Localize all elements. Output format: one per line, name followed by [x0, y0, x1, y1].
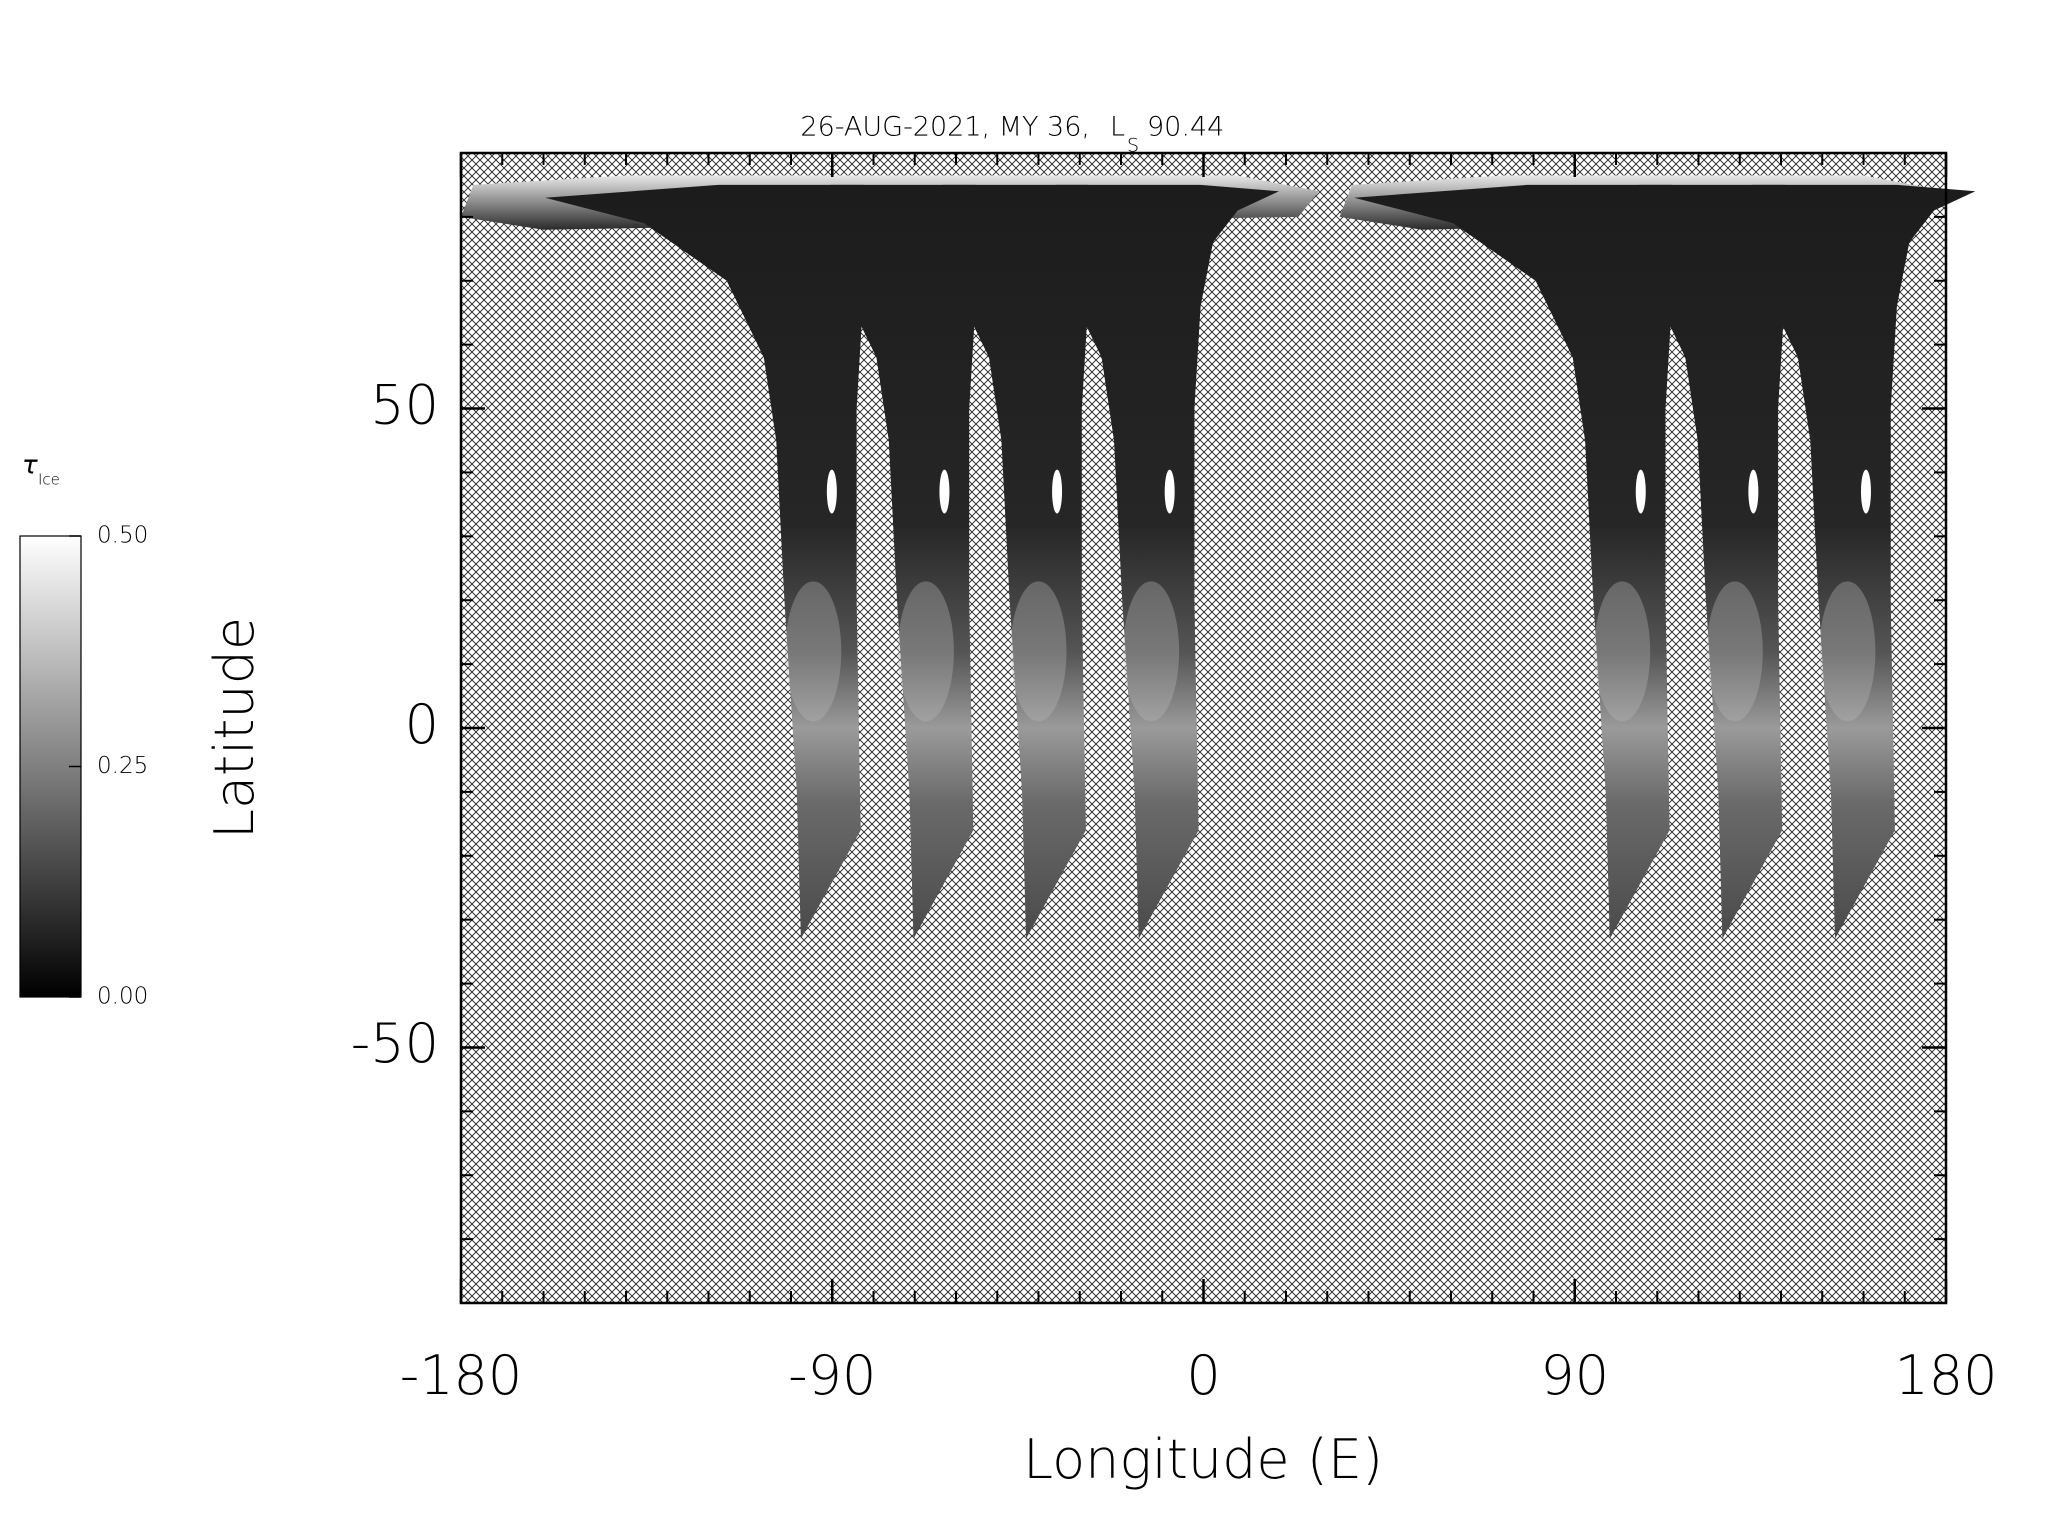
- swath-gap: [826, 469, 837, 514]
- swath: [770, 184, 1167, 939]
- cloud-patch: [1594, 581, 1651, 722]
- colorbar-tick-label: 0.50: [97, 523, 148, 549]
- cloud-patch: [1123, 581, 1180, 722]
- x-tick-label: 90: [1540, 1344, 1609, 1407]
- swath-gap: [939, 469, 950, 514]
- chart-title: 26-AUG-2021, MY 36,: [800, 112, 1090, 143]
- cloud-patch: [1010, 581, 1067, 722]
- x-tick-label: 180: [1894, 1344, 1997, 1407]
- cloud-patch: [897, 581, 954, 722]
- y-tick-label: 50: [370, 373, 439, 436]
- swath: [883, 184, 1279, 939]
- swath: [1466, 184, 1863, 939]
- x-axis-label: Longitude (E): [1023, 1428, 1383, 1491]
- cloud-patch: [1706, 581, 1763, 722]
- x-tick-label: -90: [788, 1344, 876, 1407]
- y-tick-label: -50: [351, 1012, 439, 1075]
- swath-gap: [1164, 469, 1175, 514]
- colorbar-tick-label: 0.00: [97, 984, 148, 1010]
- swath: [657, 184, 1054, 939]
- ls-symbol: L: [1110, 112, 1125, 143]
- colorbar-label: τ: [22, 451, 38, 481]
- x-tick-label: -180: [400, 1344, 523, 1407]
- colorbar: [19, 535, 82, 998]
- x-tick-label: 0: [1186, 1344, 1220, 1407]
- ls-subscript: S: [1127, 135, 1139, 157]
- colorbar-tick-label: 0.25: [97, 753, 148, 779]
- swath-gap: [1860, 469, 1871, 514]
- swath-gap: [1748, 469, 1759, 514]
- swath: [1579, 184, 1976, 939]
- cloud-patch: [1819, 581, 1876, 722]
- swath: [545, 184, 942, 939]
- plot-area: [459, 151, 1976, 1305]
- y-axis-label: Latitude: [203, 617, 266, 839]
- y-tick-label: 0: [405, 693, 439, 756]
- swath: [1354, 184, 1751, 939]
- swath-gap: [1052, 469, 1063, 514]
- ls-value: 90.44: [1147, 112, 1224, 143]
- colorbar-label-subscript: Ice: [38, 471, 60, 489]
- swath-gap: [1635, 469, 1646, 514]
- cloud-patch: [785, 581, 842, 722]
